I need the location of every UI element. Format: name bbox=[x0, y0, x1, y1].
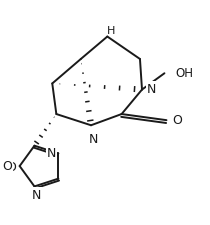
Text: H: H bbox=[107, 26, 115, 36]
Text: O: O bbox=[173, 113, 182, 126]
Text: N: N bbox=[88, 132, 98, 145]
Text: N: N bbox=[47, 146, 56, 159]
Text: O: O bbox=[2, 160, 12, 172]
Text: OH: OH bbox=[175, 66, 193, 79]
Text: N: N bbox=[32, 188, 41, 201]
Text: O: O bbox=[7, 160, 16, 173]
Text: N: N bbox=[147, 83, 156, 96]
